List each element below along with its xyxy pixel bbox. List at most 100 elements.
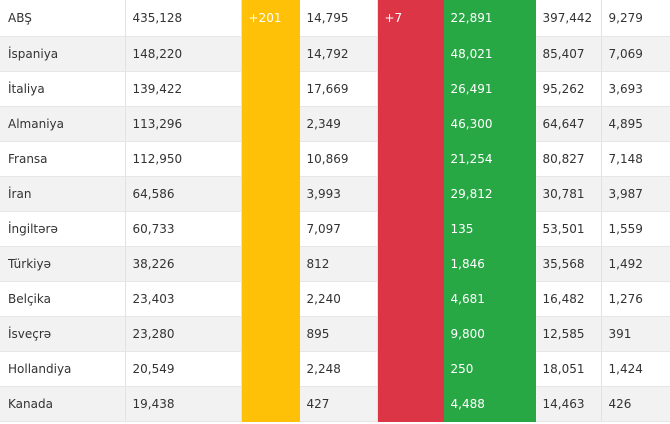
critical-cases-cell: 9,279	[601, 0, 670, 37]
total-cases-cell: 23,280	[125, 316, 242, 352]
table-row: Türkiyə 38,226 812 1,846 35,568 1,492	[0, 246, 670, 282]
active-cases-cell: 14,463	[535, 386, 602, 422]
recovered-cell: 135	[443, 211, 536, 247]
critical-cases-cell: 3,987	[601, 176, 670, 212]
country-cell: Belçika	[0, 281, 126, 317]
active-cases-cell: 12,585	[535, 316, 602, 352]
total-deaths-cell: 2,349	[299, 106, 378, 142]
recovered-cell: 21,254	[443, 141, 536, 177]
country-cell: İran	[0, 176, 126, 212]
table-row: Belçika 23,403 2,240 4,681 16,482 1,276	[0, 281, 670, 317]
total-deaths-cell: 14,792	[299, 36, 378, 72]
new-deaths-cell	[377, 211, 444, 247]
new-cases-cell	[241, 386, 300, 422]
table-row: Almaniya 113,296 2,349 46,300 64,647 4,895	[0, 106, 670, 142]
active-cases-cell: 64,647	[535, 106, 602, 142]
total-cases-cell: 23,403	[125, 281, 242, 317]
total-deaths-cell: 10,869	[299, 141, 378, 177]
total-cases-cell: 64,586	[125, 176, 242, 212]
critical-cases-cell: 7,069	[601, 36, 670, 72]
critical-cases-cell: 1,559	[601, 211, 670, 247]
recovered-cell: 29,812	[443, 176, 536, 212]
total-deaths-cell: 14,795	[299, 0, 378, 37]
total-deaths-cell: 895	[299, 316, 378, 352]
critical-cases-cell: 7,148	[601, 141, 670, 177]
total-deaths-cell: 812	[299, 246, 378, 282]
recovered-cell: 4,488	[443, 386, 536, 422]
total-deaths-cell: 427	[299, 386, 378, 422]
country-cell: Kanada	[0, 386, 126, 422]
table-row: Kanada 19,438 427 4,488 14,463 426	[0, 386, 670, 422]
total-cases-cell: 435,128	[125, 0, 242, 37]
country-cell: İsveçrə	[0, 316, 126, 352]
total-deaths-cell: 2,240	[299, 281, 378, 317]
table-row: ABŞ 435,128 +201 14,795 +7 22,891 397,442 9,279	[0, 0, 670, 37]
country-cell: İngiltərə	[0, 211, 126, 247]
new-cases-cell	[241, 141, 300, 177]
total-cases-cell: 148,220	[125, 36, 242, 72]
country-cell: Hollandiya	[0, 351, 126, 387]
total-cases-cell: 20,549	[125, 351, 242, 387]
total-deaths-cell: 2,248	[299, 351, 378, 387]
new-deaths-cell	[377, 386, 444, 422]
new-cases-cell	[241, 211, 300, 247]
active-cases-cell: 80,827	[535, 141, 602, 177]
new-deaths-cell	[377, 316, 444, 352]
active-cases-cell: 95,262	[535, 71, 602, 107]
active-cases-cell: 30,781	[535, 176, 602, 212]
recovered-cell: 46,300	[443, 106, 536, 142]
new-deaths-cell	[377, 141, 444, 177]
critical-cases-cell: 1,424	[601, 351, 670, 387]
country-cell: ABŞ	[0, 0, 126, 37]
total-deaths-cell: 17,669	[299, 71, 378, 107]
active-cases-cell: 85,407	[535, 36, 602, 72]
table-row: Fransa 112,950 10,869 21,254 80,827 7,148	[0, 141, 670, 177]
total-cases-cell: 113,296	[125, 106, 242, 142]
country-cell: Almaniya	[0, 106, 126, 142]
new-cases-cell: +201	[241, 0, 300, 37]
new-deaths-cell	[377, 36, 444, 72]
total-cases-cell: 19,438	[125, 386, 242, 422]
table-row: İsveçrə 23,280 895 9,800 12,585 391	[0, 316, 670, 352]
total-deaths-cell: 7,097	[299, 211, 378, 247]
new-cases-cell	[241, 351, 300, 387]
recovered-cell: 48,021	[443, 36, 536, 72]
table-row: İspaniya 148,220 14,792 48,021 85,407 7,069	[0, 36, 670, 72]
new-deaths-cell	[377, 351, 444, 387]
total-cases-cell: 38,226	[125, 246, 242, 282]
total-deaths-cell: 3,993	[299, 176, 378, 212]
active-cases-cell: 35,568	[535, 246, 602, 282]
table-row: İran 64,586 3,993 29,812 30,781 3,987	[0, 176, 670, 212]
critical-cases-cell: 1,276	[601, 281, 670, 317]
total-cases-cell: 139,422	[125, 71, 242, 107]
country-cell: İtaliya	[0, 71, 126, 107]
new-deaths-cell	[377, 106, 444, 142]
country-cell: Fransa	[0, 141, 126, 177]
active-cases-cell: 18,051	[535, 351, 602, 387]
critical-cases-cell: 4,895	[601, 106, 670, 142]
new-deaths-cell	[377, 71, 444, 107]
total-cases-cell: 112,950	[125, 141, 242, 177]
new-cases-cell	[241, 106, 300, 142]
new-cases-cell	[241, 71, 300, 107]
recovered-cell: 4,681	[443, 281, 536, 317]
total-cases-cell: 60,733	[125, 211, 242, 247]
new-cases-cell	[241, 176, 300, 212]
active-cases-cell: 53,501	[535, 211, 602, 247]
new-cases-cell	[241, 246, 300, 282]
recovered-cell: 9,800	[443, 316, 536, 352]
new-cases-cell	[241, 36, 300, 72]
country-cell: İspaniya	[0, 36, 126, 72]
table-row: İtaliya 139,422 17,669 26,491 95,262 3,693	[0, 71, 670, 107]
recovered-cell: 26,491	[443, 71, 536, 107]
active-cases-cell: 397,442	[535, 0, 602, 37]
table-row: İngiltərə 60,733 7,097 135 53,501 1,559	[0, 211, 670, 247]
new-deaths-cell	[377, 176, 444, 212]
critical-cases-cell: 3,693	[601, 71, 670, 107]
recovered-cell: 250	[443, 351, 536, 387]
new-cases-cell	[241, 281, 300, 317]
new-deaths-cell	[377, 246, 444, 282]
recovered-cell: 22,891	[443, 0, 536, 37]
